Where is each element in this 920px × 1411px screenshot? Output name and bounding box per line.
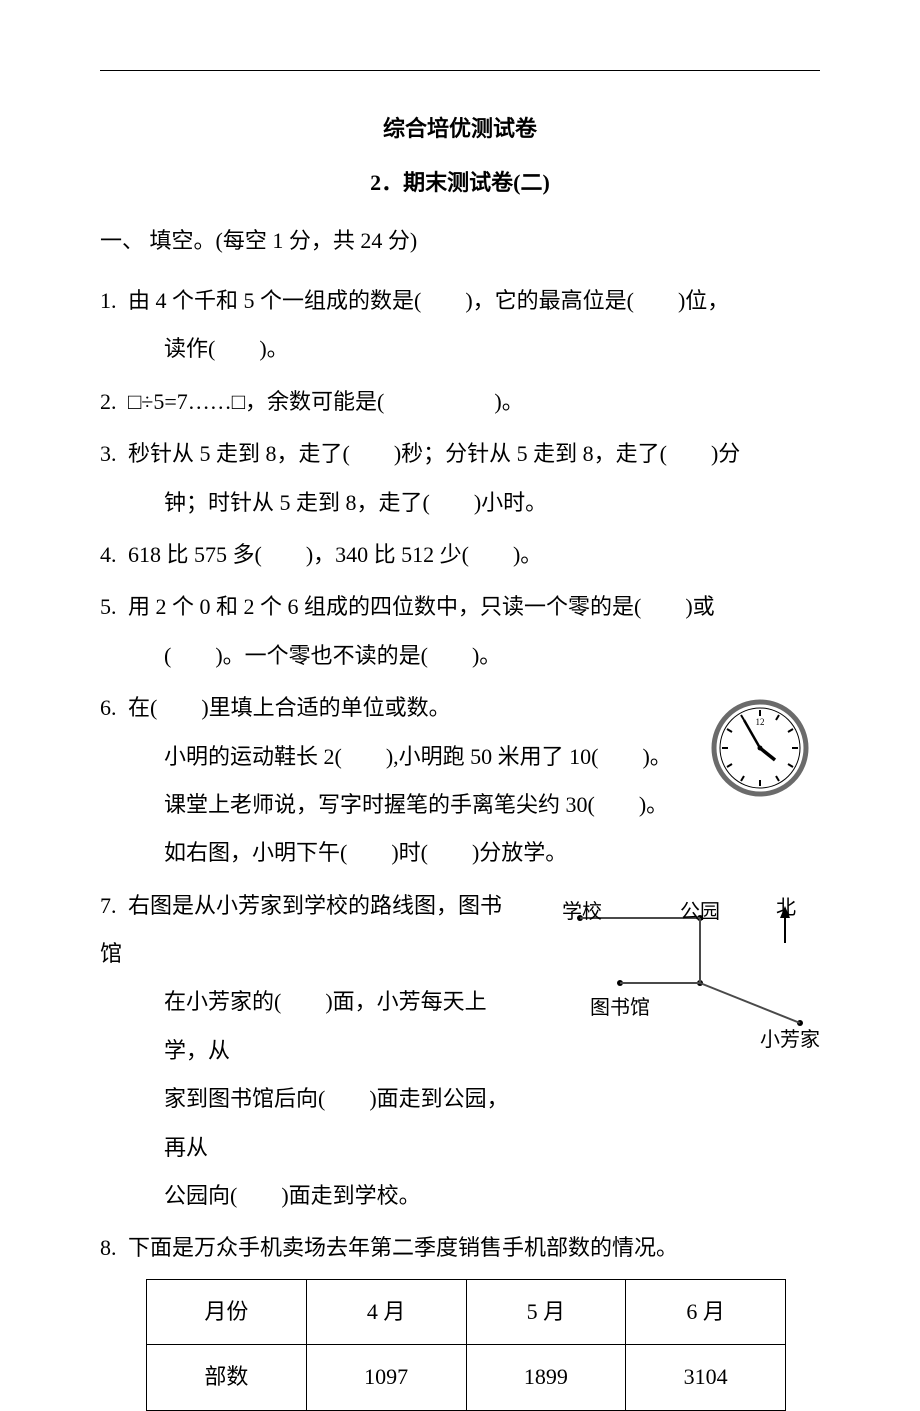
table-cell: 1097 bbox=[306, 1345, 466, 1410]
question-text-cont: 小明的运动鞋长 2( ),小明跑 50 米用了 10( )。 bbox=[100, 733, 684, 781]
question-text-cont: 在小芳家的( )面，小芳每天上学，从 bbox=[100, 978, 520, 1075]
question-text: 用 2 个 0 和 2 个 6 组成的四位数中，只读一个零的是( )或 bbox=[128, 594, 715, 619]
question-4: 4.618 比 575 多( )，340 比 512 少( )。 bbox=[100, 531, 820, 579]
doc-subtitle: 2．期末测试卷(二) bbox=[100, 165, 820, 197]
question-6: 6.在( )里填上合适的单位或数。 小明的运动鞋长 2( ),小明跑 50 米用… bbox=[100, 684, 820, 878]
clock-figure: 12 bbox=[710, 698, 810, 815]
question-text: 下面是万众手机卖场去年第二季度销售手机部数的情况。 bbox=[128, 1235, 678, 1260]
question-text: 秒针从 5 走到 8，走了( )秒；分针从 5 走到 8，走了( )分 bbox=[128, 441, 740, 466]
table-row: 月份 4 月 5 月 6 月 bbox=[147, 1279, 786, 1344]
svg-text:12: 12 bbox=[756, 717, 765, 727]
table-cell: 1899 bbox=[466, 1345, 626, 1410]
page: 综合培优测试卷 2．期末测试卷(二) 一、 填空。(每空 1 分，共 24 分)… bbox=[0, 0, 920, 1302]
section-1-heading: 一、 填空。(每空 1 分，共 24 分) bbox=[100, 223, 820, 255]
map-label-park: 公园 bbox=[680, 890, 720, 934]
question-text-cont: ( )。一个零也不读的是( )。 bbox=[100, 632, 820, 680]
sales-table: 月份 4 月 5 月 6 月 部数 1097 1899 3104 bbox=[146, 1279, 786, 1411]
table-header: 4 月 bbox=[306, 1279, 466, 1344]
question-text: 由 4 个千和 5 个一组成的数是( )，它的最高位是( )位， bbox=[128, 288, 729, 313]
question-text: 在( )里填上合适的单位或数。 bbox=[128, 695, 451, 720]
table-header: 6 月 bbox=[626, 1279, 786, 1344]
question-8: 8.下面是万众手机卖场去年第二季度销售手机部数的情况。 月份 4 月 5 月 6… bbox=[100, 1224, 820, 1410]
question-number: 3. bbox=[100, 430, 128, 478]
question-number: 8. bbox=[100, 1224, 128, 1272]
question-text-cont: 如右图，小明下午( )时( )分放学。 bbox=[100, 829, 684, 877]
question-text-cont: 钟；时针从 5 走到 8，走了( )小时。 bbox=[100, 479, 820, 527]
question-text: 右图是从小芳家到学校的路线图，图书馆 bbox=[100, 893, 502, 966]
table-row: 部数 1097 1899 3104 bbox=[147, 1345, 786, 1410]
question-number: 7. bbox=[100, 882, 128, 930]
route-map: 学校 公园 北 图书馆 小芳家 bbox=[550, 888, 830, 1038]
table-header: 月份 bbox=[147, 1279, 307, 1344]
question-3: 3.秒针从 5 走到 8，走了( )秒；分针从 5 走到 8，走了( )分 钟；… bbox=[100, 430, 820, 527]
question-text: 618 比 575 多( )，340 比 512 少( )。 bbox=[128, 542, 542, 567]
question-number: 1. bbox=[100, 277, 128, 325]
map-label-school: 学校 bbox=[562, 890, 602, 934]
top-rule bbox=[100, 70, 820, 71]
question-1: 1.由 4 个千和 5 个一组成的数是( )，它的最高位是( )位， 读作( )… bbox=[100, 277, 820, 374]
question-text-cont: 家到图书馆后向( )面走到公园，再从 bbox=[100, 1075, 520, 1172]
question-text-cont: 读作( )。 bbox=[100, 325, 820, 373]
question-text-cont: 公园向( )面走到学校。 bbox=[100, 1172, 520, 1220]
map-label-library: 图书馆 bbox=[590, 986, 650, 1030]
map-label-north: 北 bbox=[776, 886, 796, 930]
question-number: 4. bbox=[100, 531, 128, 579]
question-2: 2.□÷5=7……□，余数可能是( )。 bbox=[100, 378, 820, 426]
question-7: 7.右图是从小芳家到学校的路线图，图书馆 在小芳家的( )面，小芳每天上学，从 … bbox=[100, 882, 820, 1221]
table-cell: 3104 bbox=[626, 1345, 786, 1410]
question-text: □÷5=7……□，余数可能是( )。 bbox=[128, 389, 524, 414]
question-5: 5.用 2 个 0 和 2 个 6 组成的四位数中，只读一个零的是( )或 ( … bbox=[100, 583, 820, 680]
question-number: 6. bbox=[100, 684, 128, 732]
table-header: 5 月 bbox=[466, 1279, 626, 1344]
question-number: 5. bbox=[100, 583, 128, 631]
question-text-cont: 课堂上老师说，写字时握笔的手离笔尖约 30( )。 bbox=[100, 781, 684, 829]
doc-title: 综合培优测试卷 bbox=[100, 111, 820, 143]
clock-icon: 12 bbox=[710, 698, 810, 798]
table-cell: 部数 bbox=[147, 1345, 307, 1410]
map-label-home: 小芳家 bbox=[760, 1018, 820, 1062]
question-number: 2. bbox=[100, 378, 128, 426]
